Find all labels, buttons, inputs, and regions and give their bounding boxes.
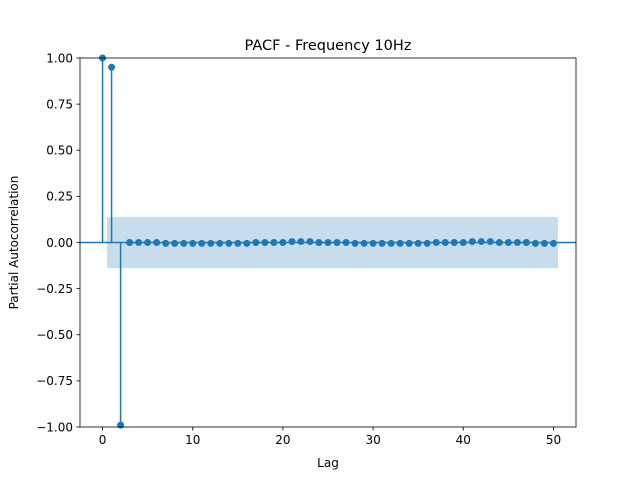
stem-marker [279,239,287,246]
stem-marker [369,239,377,247]
stem-marker [378,239,386,247]
stem-marker [504,239,512,246]
stem-marker [540,239,548,247]
stem-marker [180,239,188,247]
stem-marker [396,239,404,247]
chart-title: PACF - Frequency 10Hz [245,38,412,54]
stem-marker [297,238,305,246]
stem-marker [423,239,431,247]
x-tick-label: 40 [456,433,471,447]
stem-marker [315,239,323,246]
stem-marker [225,239,233,247]
x-tick-label: 20 [275,433,290,447]
y-tick-label: 0.50 [46,144,73,158]
stem-marker [450,239,458,246]
stem-marker [288,238,296,246]
stem-marker [414,239,422,247]
stem-marker [306,238,314,246]
stem-marker [342,239,350,246]
stem-marker [270,239,278,246]
stem-marker [387,239,395,247]
y-axis-title: Partial Autocorrelation [7,176,21,310]
stem-marker [144,239,152,246]
x-axis-title: Lag [317,456,339,470]
y-tick-label: 0.75 [46,97,73,111]
x-tick-label: 10 [185,433,200,447]
y-tick-label: 1.00 [46,51,73,65]
stem-marker [198,239,206,247]
stem-marker [468,238,476,246]
stem-marker [432,239,440,246]
x-tick-label: 0 [99,433,107,447]
stem-marker [108,63,116,71]
y-tick-label: −0.50 [36,328,73,342]
stem-marker [252,239,260,246]
stem-marker [522,239,530,246]
stem-marker [162,239,170,247]
x-tick-label: 50 [546,433,561,447]
y-tick-label: −0.75 [36,374,73,388]
stem-marker [216,239,224,247]
stem-marker [531,239,539,247]
stem-marker [207,239,215,247]
stem-marker [549,239,557,247]
x-ticks: 0 10 20 30 40 50 [99,427,561,447]
y-tick-label: 0.25 [46,190,73,204]
y-tick-label: −1.00 [36,420,73,434]
stem-marker [513,239,521,246]
stem-marker [459,239,467,246]
stem-marker [261,239,269,246]
stem-marker [324,239,332,246]
stem-marker [243,239,251,247]
stem-marker [126,239,134,246]
stem-marker [351,239,359,247]
stem-marker [333,239,341,246]
stem-marker [153,239,161,246]
stem-marker [405,239,413,247]
stem-marker [135,239,143,246]
y-ticks: −1.00 −0.75 −0.50 −0.25 0.00 0.25 0.50 0.75 1.00 [36,51,80,434]
stem-marker [486,238,494,246]
y-tick-label: −0.25 [36,282,73,296]
markers-layer [99,54,557,429]
stem-marker [234,239,242,247]
x-tick-label: 30 [365,433,380,447]
stem-marker [189,239,197,247]
stem-marker [117,421,125,429]
y-tick-label: 0.00 [46,236,73,250]
stem-marker [360,239,368,247]
stem-marker [171,239,179,247]
stem-marker [441,239,449,246]
stem-marker [477,238,485,246]
stem-marker [495,239,503,246]
